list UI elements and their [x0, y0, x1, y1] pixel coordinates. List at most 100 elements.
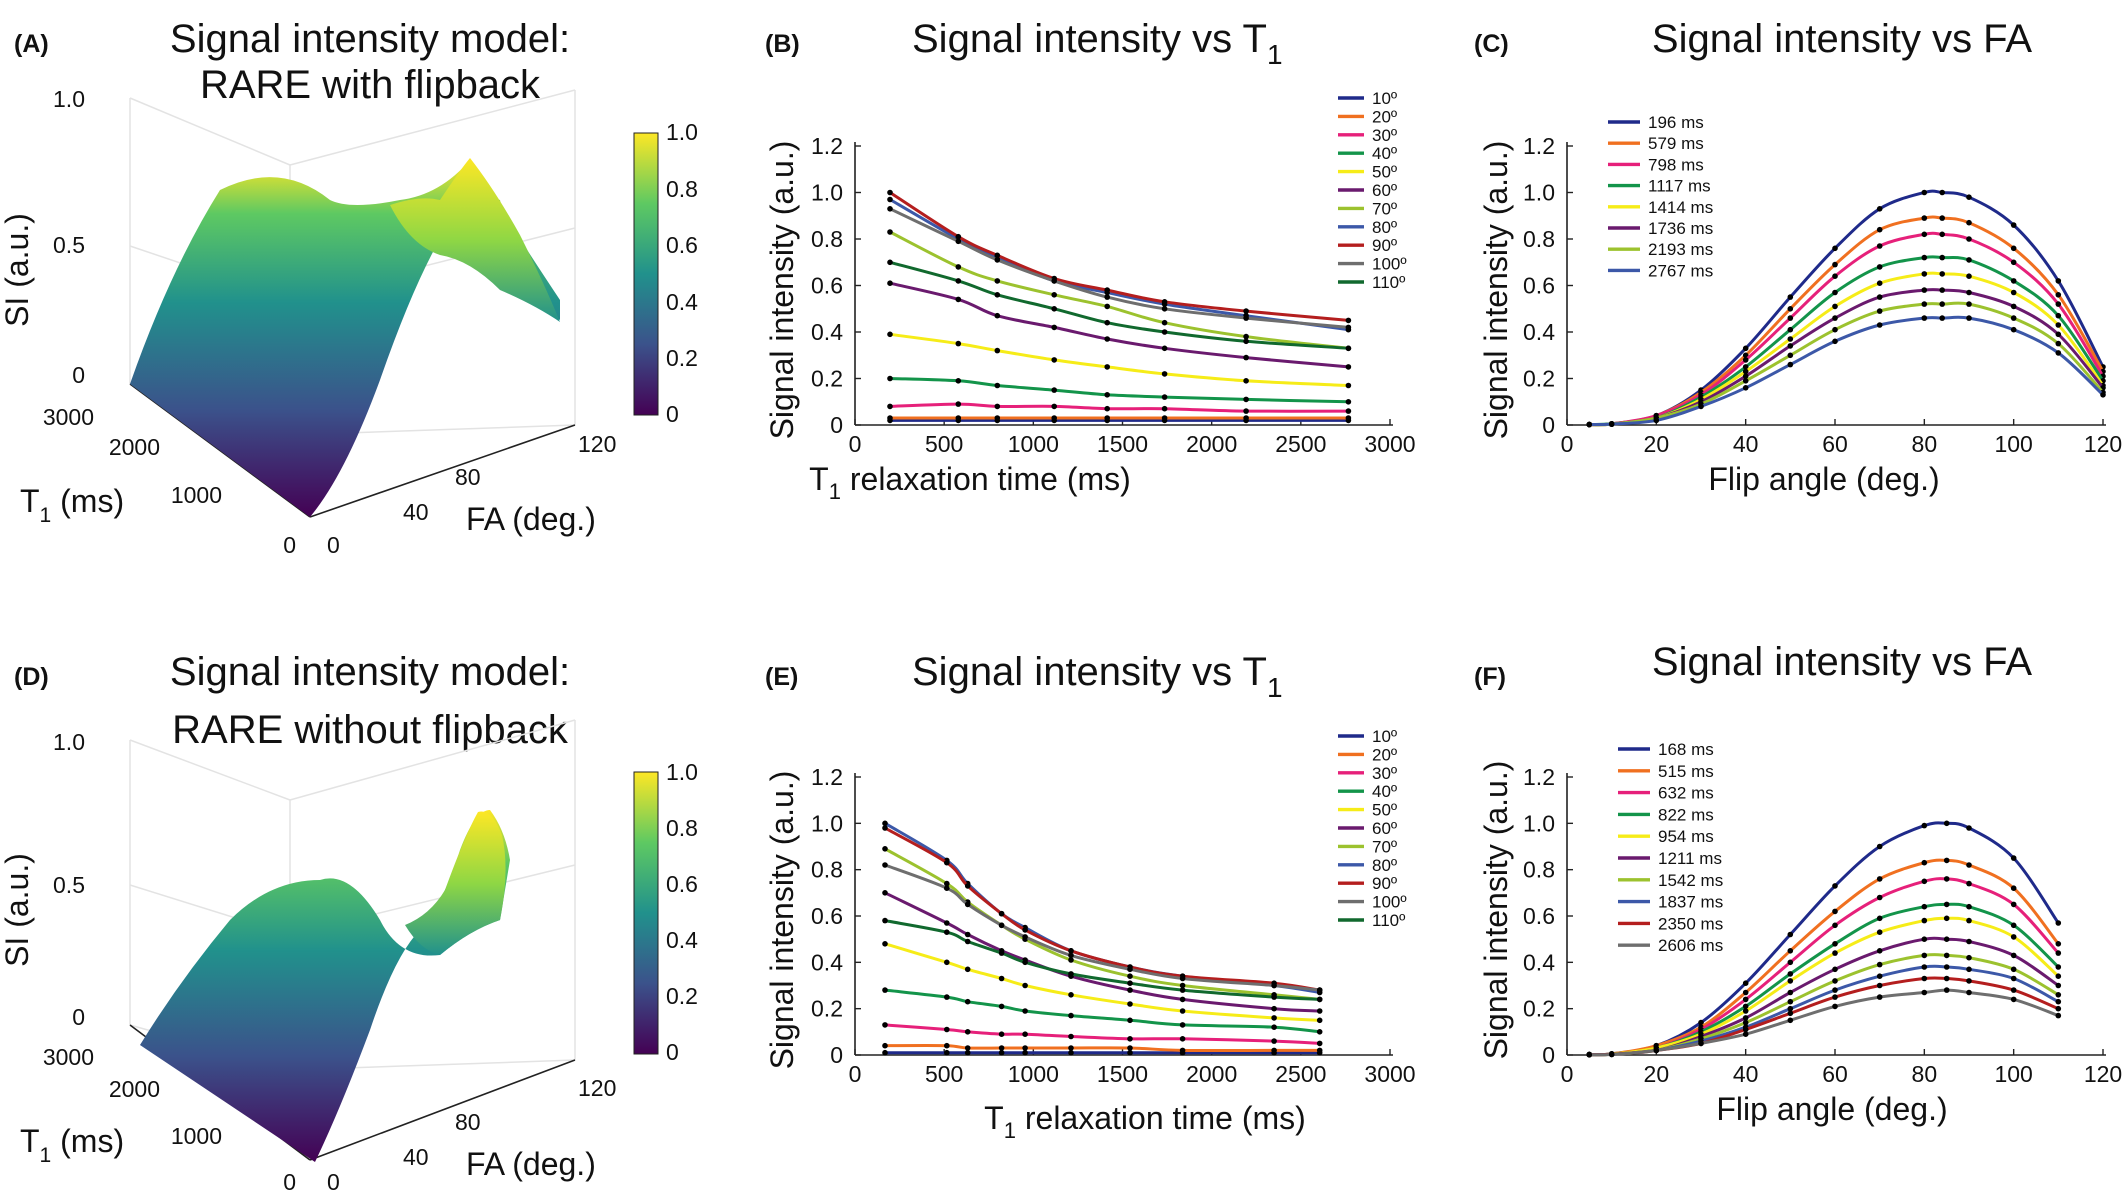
panel-e-data-point — [1127, 973, 1133, 979]
panel-c-series-line — [1589, 271, 2105, 427]
panel-a-t1tick-2000: 2000 — [109, 434, 160, 460]
panel-f-data-point — [1698, 1019, 1704, 1026]
panel-f-data-point — [1966, 917, 1972, 924]
panel-b-data-point — [955, 378, 962, 384]
panel-f-x-label: Flip angle (deg.) — [1716, 1091, 1947, 1127]
panel-e-data-point — [1068, 971, 1074, 977]
panel-f-ytick-label: 0 — [1542, 1042, 1555, 1068]
panel-d-fatick-40: 40 — [403, 1144, 429, 1170]
panel-c-xtick-label: 0 — [1561, 431, 1574, 457]
panel-c-data-point — [1608, 421, 1615, 427]
panel-e-data-point — [1022, 927, 1028, 933]
panel-e-data-point — [964, 931, 971, 938]
panel-e-data-point — [1127, 1036, 1133, 1042]
panel-e-ytick-label: 1.0 — [811, 810, 843, 836]
panel-e-data-point — [1179, 987, 1186, 993]
panel-a-t1tick-0: 0 — [283, 532, 296, 558]
panel-a-fatick-40: 40 — [403, 499, 429, 525]
panel-a-fatick-0: 0 — [327, 532, 340, 558]
panel-b-data-point — [1051, 292, 1057, 298]
panel-f-legend-entry: 954 ms — [1658, 827, 1714, 846]
panel-f-data-point — [1742, 1015, 1749, 1021]
panel-d-t1tick-1000: 1000 — [171, 1123, 222, 1149]
panel-d-ztick-0: 0 — [72, 1004, 85, 1030]
panel-b-data-point — [994, 312, 1001, 319]
panel-f-xtick-label: 100 — [1994, 1061, 2032, 1087]
panel-b-legend-entry: 110º — [1372, 273, 1405, 292]
panel-f-data-point — [1966, 938, 1972, 945]
panel-e-legend-entry: 20º — [1372, 745, 1397, 764]
panel-label-e: (E) — [765, 663, 798, 691]
panel-f-data-point — [1943, 936, 1950, 942]
panel-b-data-point — [1051, 306, 1057, 312]
panel-f-data-point — [1787, 1005, 1794, 1012]
panel-b-y-label: Signal intensity (a.u.) — [764, 141, 800, 440]
panel-e-data-point — [1068, 992, 1074, 998]
panel-f-data-point — [1608, 1051, 1615, 1058]
panel-e-xtick-label: 3000 — [1364, 1061, 1415, 1087]
panel-e-y-label: Signal intensity (a.u.) — [764, 771, 800, 1070]
panel-c-data-point — [1966, 194, 1972, 200]
panel-c-line-chart: 0 20 40 60 80 100 120 0 0.2 0.4 0.6 0.8 1.0 1.2 196 ms… — [1523, 113, 2122, 457]
panel-b-ytick-label: 0.8 — [811, 226, 843, 252]
panel-c-data-point — [2055, 350, 2062, 356]
panel-f-legend-entry: 822 ms — [1658, 805, 1714, 824]
panel-f-data-point — [1966, 966, 1972, 973]
panel-e-ytick-label: 0.2 — [811, 996, 843, 1022]
panel-c-data-point — [1876, 294, 1883, 300]
panel-c-data-point — [1586, 421, 1593, 428]
panel-e-data-point — [882, 917, 888, 924]
panel-b-data-point — [1161, 345, 1168, 352]
panel-e-legend-entry: 90º — [1372, 874, 1397, 893]
panel-b-data-point — [1051, 403, 1057, 410]
panel-f-data-point — [2055, 920, 2062, 926]
panel-b-data-point — [1104, 287, 1110, 293]
panel-f-data-point — [1921, 822, 1928, 829]
panel-f-data-point — [1966, 862, 1972, 868]
panel-f-data-point — [1787, 998, 1794, 1005]
panel-e-ytick-label: 1.2 — [811, 764, 843, 790]
panel-e-data-point — [1068, 1049, 1074, 1056]
panel-b-data-point — [1243, 415, 1249, 421]
panel-b-data-point — [887, 189, 893, 196]
panel-d-surface-plot: (D) Signal intensity model: RARE without… — [0, 650, 698, 1195]
panel-c-series-line — [1589, 255, 2105, 427]
panel-c-data-point — [1832, 245, 1838, 252]
panel-e-data-point — [1068, 1045, 1074, 1051]
panel-e-xtick-label: 1000 — [1008, 1061, 1059, 1087]
panel-e-data-point — [998, 1031, 1005, 1037]
panel-c-data-point — [1742, 385, 1749, 391]
panel-e-series-line — [884, 847, 1320, 1001]
panel-a-ztick-1: 1.0 — [53, 86, 85, 112]
panel-c-data-point — [2055, 301, 2062, 307]
panel-e-line-chart: 0 500 1000 1500 2000 2500 3000 0 0.2 0.4 0.6 0.8 1.0… — [811, 727, 1416, 1087]
panel-e-series-line — [884, 826, 1320, 992]
panel-b-data-point — [887, 259, 893, 266]
panel-f-data-point — [1787, 1017, 1794, 1024]
panel-c-data-point — [1742, 357, 1749, 363]
panel-f-data-point — [2010, 922, 2017, 929]
panel-c-data-point — [1787, 343, 1794, 349]
panel-e-legend-entry: 30º — [1372, 764, 1397, 783]
panel-f-data-point — [2010, 934, 2017, 940]
panel-f-data-point — [2055, 1005, 2062, 1012]
panel-f-legend-entry: 515 ms — [1658, 762, 1714, 781]
panel-c-data-point — [1832, 338, 1838, 345]
panel-label-f: (F) — [1474, 663, 1506, 691]
panel-c-data-point — [1921, 271, 1928, 277]
panel-b-data-point — [1104, 336, 1110, 342]
panel-d-t1-label: T1 (ms) — [20, 1123, 124, 1167]
panel-f-data-point — [1876, 894, 1883, 901]
panel-d-cb-08: 0.8 — [666, 815, 698, 841]
panel-b-data-point — [955, 278, 962, 284]
panel-f-ytick-label: 1.2 — [1523, 764, 1555, 790]
panel-b-data-point — [1345, 345, 1352, 352]
panel-e-data-point — [882, 1042, 888, 1049]
panel-f-data-point — [1787, 931, 1794, 938]
panel-d-title-line2: RARE without flipback — [172, 708, 569, 752]
panel-b-data-point — [1345, 408, 1352, 414]
panel-d-title-line1: Signal intensity model: — [170, 650, 570, 694]
panel-b-data-point — [1161, 405, 1168, 412]
panel-e-data-point — [1179, 982, 1186, 989]
panel-e-data-point — [998, 1003, 1005, 1010]
